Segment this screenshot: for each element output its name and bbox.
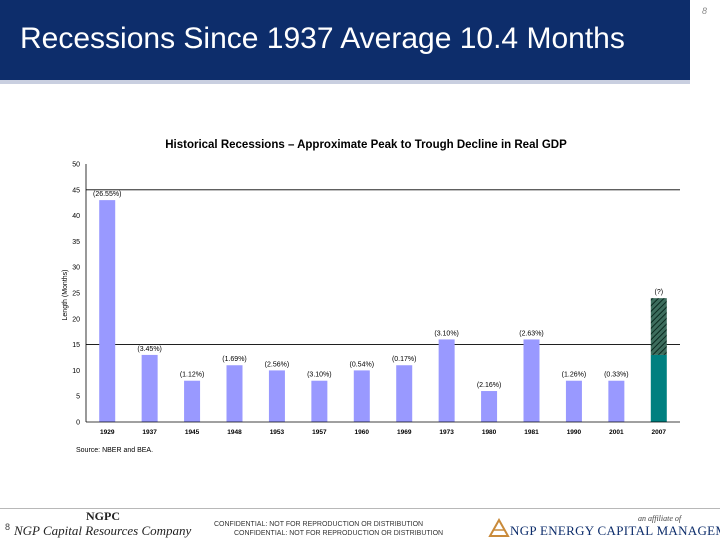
affiliate-name: NGP ENERGY CAPITAL MANAGEMENT xyxy=(510,523,720,538)
bar-label: (2.16%) xyxy=(477,382,502,389)
bar xyxy=(99,200,116,422)
x-tick-label: 1945 xyxy=(185,429,200,436)
y-tick-label: 25 xyxy=(72,291,80,298)
y-tick-label: 30 xyxy=(72,265,80,272)
bar-label: (0.33%) xyxy=(604,372,629,379)
bar-label: (0.17%) xyxy=(392,356,417,363)
bar-label: (?) xyxy=(655,289,664,296)
x-tick-label: 1981 xyxy=(524,429,539,436)
x-tick-label: 1937 xyxy=(142,429,157,436)
y-tick-label: 45 xyxy=(72,187,80,194)
x-tick-label: 1973 xyxy=(439,429,454,436)
footer-divider xyxy=(0,508,720,509)
chart-title: Historical Recessions – Approximate Peak… xyxy=(165,139,567,151)
bar-extension xyxy=(650,298,667,355)
bar xyxy=(353,370,370,422)
x-tick-label: 2007 xyxy=(652,429,667,436)
y-tick-label: 50 xyxy=(72,162,80,169)
bar xyxy=(481,391,498,422)
company-name: NGP Capital Resources Company xyxy=(14,523,192,538)
x-tick-label: 2001 xyxy=(609,429,624,436)
bar xyxy=(396,365,413,422)
bar xyxy=(523,339,540,422)
slide-title: Recessions Since 1937 Average 10.4 Month… xyxy=(20,22,625,55)
bar-label: (0.54%) xyxy=(350,361,375,368)
footer-page-number: 8 xyxy=(5,522,11,532)
bar-label: (1.12%) xyxy=(180,372,205,379)
bar xyxy=(438,339,455,422)
bar-label: (2.56%) xyxy=(265,361,290,368)
x-tick-label: 1969 xyxy=(397,429,412,436)
y-tick-label: 40 xyxy=(72,213,80,220)
y-tick-label: 0 xyxy=(76,420,80,427)
x-tick-label: 1929 xyxy=(100,429,115,436)
title-bar: Recessions Since 1937 Average 10.4 Month… xyxy=(0,0,690,84)
bar-label: (1.69%) xyxy=(222,356,247,363)
source-note: Source: NBER and BEA. xyxy=(76,447,153,454)
bar-label: (3.10%) xyxy=(307,372,332,379)
bar-label: (1.26%) xyxy=(562,372,587,379)
x-tick-label: 1953 xyxy=(270,429,285,436)
x-axis: 1929 1937 1945 1948 1953 1957 1960 1969 1973 1980… xyxy=(86,421,680,436)
y-tick-label: 15 xyxy=(72,342,80,349)
x-tick-label: 1990 xyxy=(567,429,582,436)
ngpc-logo-text: NGPC xyxy=(86,509,120,523)
y-tick-label: 35 xyxy=(72,239,80,246)
x-tick-label: 1957 xyxy=(312,429,327,436)
bar xyxy=(311,380,328,422)
bar xyxy=(565,380,582,422)
y-tick-label: 10 xyxy=(72,368,80,375)
x-tick-label: 1948 xyxy=(227,429,242,436)
reference-lines xyxy=(86,189,680,346)
bar-label: (26.55%) xyxy=(93,191,121,198)
bar-label: (2.63%) xyxy=(519,330,544,337)
x-tick-label: 1960 xyxy=(355,429,370,436)
y-axis: 0 5 10 15 20 25 30 35 40 45 50 xyxy=(72,162,87,427)
y-tick-label: 5 xyxy=(76,394,80,401)
confidential-notice: CONFIDENTIAL: NOT FOR REPRODUCTION OR DI… xyxy=(214,521,424,528)
affiliate-text: an affiliate of xyxy=(638,514,682,523)
bar xyxy=(141,354,158,422)
bar xyxy=(650,354,667,422)
ngp-logo-icon xyxy=(488,518,510,537)
bar xyxy=(268,370,285,422)
y-tick-label: 20 xyxy=(72,316,80,323)
bar xyxy=(184,380,201,422)
confidential-notice-2: CONFIDENTIAL: NOT FOR REPRODUCTION OR DI… xyxy=(234,530,444,537)
bar-label: (3.45%) xyxy=(137,346,162,353)
bar xyxy=(226,365,243,422)
x-tick-label: 1980 xyxy=(482,429,497,436)
y-axis-label: Length (Months) xyxy=(62,270,69,321)
bar xyxy=(608,380,625,422)
bars-group: (26.55%) (3.45%) (1.12%) (1.69%) (2.56%) (3.1… xyxy=(93,191,667,422)
page-number-top: 8 xyxy=(702,6,708,16)
bar-label: (3.10%) xyxy=(434,330,459,337)
